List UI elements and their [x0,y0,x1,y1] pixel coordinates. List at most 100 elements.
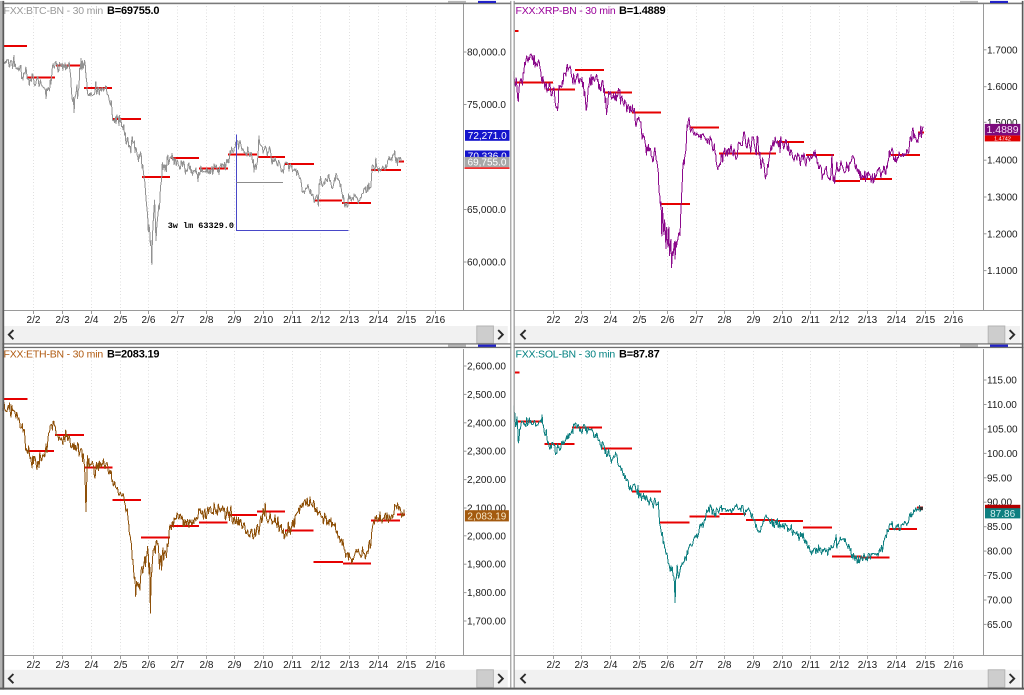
svg-text:B=1.4889: B=1.4889 [619,5,665,17]
svg-text:2/9: 2/9 [228,660,242,671]
svg-text:1.2000: 1.2000 [987,229,1018,240]
svg-text:2/15: 2/15 [397,660,417,671]
svg-text:2/6: 2/6 [142,315,156,326]
svg-text:2/6: 2/6 [661,315,675,326]
svg-text:1,900.00: 1,900.00 [467,560,506,571]
svg-text:1.4742: 1.4742 [994,136,1011,142]
svg-text:2,600.00: 2,600.00 [467,362,506,373]
svg-text:1.3000: 1.3000 [987,193,1018,204]
svg-text:2/14: 2/14 [887,660,907,671]
svg-text:2/12: 2/12 [830,660,850,671]
svg-text:65.00: 65.00 [987,620,1012,631]
svg-text:2,000.00: 2,000.00 [467,531,506,542]
svg-text:2/6: 2/6 [142,660,156,671]
svg-text:FXX:SOL-BN - 30 min: FXX:SOL-BN - 30 min [516,349,616,361]
svg-text:1.7000: 1.7000 [987,45,1018,56]
svg-text:2/9: 2/9 [228,315,242,326]
svg-text:2/8: 2/8 [200,660,214,671]
svg-text:2/16: 2/16 [426,660,446,671]
svg-text:B=87.87: B=87.87 [619,349,660,361]
svg-text:2/10: 2/10 [254,660,274,671]
svg-text:1,800.00: 1,800.00 [467,588,506,599]
svg-text:72,271.0: 72,271.0 [468,131,507,142]
svg-text:2/5: 2/5 [114,315,128,326]
svg-text:2/9: 2/9 [747,315,761,326]
svg-text:100.00: 100.00 [987,449,1018,460]
svg-text:2/11: 2/11 [283,315,302,326]
svg-text:2/12: 2/12 [311,315,331,326]
svg-text:2/5: 2/5 [633,660,647,671]
svg-text:2/13: 2/13 [858,315,878,326]
svg-text:2/8: 2/8 [200,315,214,326]
svg-text:FXX:XRP-BN - 30 min: FXX:XRP-BN - 30 min [516,5,616,17]
svg-text:B=69755.0: B=69755.0 [107,5,159,17]
svg-text:2,500.00: 2,500.00 [467,390,506,401]
svg-text:2/4: 2/4 [85,660,99,671]
svg-text:105.00: 105.00 [987,425,1018,436]
svg-text:2/5: 2/5 [633,315,647,326]
svg-text:1.4000: 1.4000 [987,156,1018,167]
svg-text:2/13: 2/13 [858,660,878,671]
svg-text:2/16: 2/16 [944,315,964,326]
svg-text:2/8: 2/8 [718,315,732,326]
svg-text:2/14: 2/14 [369,315,389,326]
svg-text:1.5000: 1.5000 [987,118,1018,129]
svg-text:69,755.0: 69,755.0 [468,157,507,168]
svg-text:2/12: 2/12 [311,660,331,671]
svg-text:2/11: 2/11 [283,660,302,671]
svg-text:FXX:BTC-BN - 30 min: FXX:BTC-BN - 30 min [4,5,104,17]
svg-text:2,083.19: 2,083.19 [467,511,506,522]
svg-text:2/11: 2/11 [801,660,820,671]
svg-text:1.1000: 1.1000 [987,266,1018,277]
svg-text:2/6: 2/6 [661,660,675,671]
svg-text:2/9: 2/9 [747,660,761,671]
svg-text:2/15: 2/15 [397,315,417,326]
svg-text:3w lm 63329.0: 3w lm 63329.0 [168,221,234,231]
svg-text:1.4889: 1.4889 [986,124,1018,136]
svg-text:2,400.00: 2,400.00 [467,418,506,429]
svg-text:1,700.00: 1,700.00 [467,617,506,628]
svg-text:2,100.00: 2,100.00 [467,504,506,515]
svg-text:FXX:ETH-BN - 30 min: FXX:ETH-BN - 30 min [4,349,104,361]
svg-text:B=2083.19: B=2083.19 [107,349,159,361]
svg-text:2/5: 2/5 [114,660,128,671]
svg-text:2/7: 2/7 [690,315,704,326]
svg-text:2/3: 2/3 [575,315,589,326]
svg-text:2/2: 2/2 [547,660,561,671]
svg-text:2/4: 2/4 [85,315,99,326]
svg-text:110.00: 110.00 [987,400,1017,411]
svg-text:2/2: 2/2 [547,315,561,326]
svg-text:2/8: 2/8 [718,660,732,671]
svg-text:115.00: 115.00 [987,376,1017,387]
svg-text:95.00: 95.00 [987,473,1012,484]
svg-text:2/11: 2/11 [801,315,820,326]
svg-text:2/3: 2/3 [56,315,70,326]
svg-text:2/7: 2/7 [171,660,185,671]
svg-text:87.86: 87.86 [990,509,1015,520]
svg-text:2,200.00: 2,200.00 [467,475,506,486]
svg-text:75,000.0: 75,000.0 [467,100,506,111]
svg-text:90.00: 90.00 [987,498,1012,509]
svg-text:2/7: 2/7 [690,660,704,671]
svg-text:2/10: 2/10 [773,315,793,326]
svg-text:2,300.00: 2,300.00 [467,447,506,458]
svg-text:2/2: 2/2 [27,660,41,671]
svg-text:2/12: 2/12 [830,315,850,326]
svg-text:2/16: 2/16 [944,660,964,671]
svg-text:2/10: 2/10 [254,315,274,326]
svg-text:2/3: 2/3 [575,660,589,671]
svg-text:2/4: 2/4 [604,660,618,671]
svg-text:2/15: 2/15 [916,315,936,326]
svg-text:2/3: 2/3 [56,660,70,671]
svg-text:80,000.0: 80,000.0 [467,48,506,59]
svg-text:2/13: 2/13 [340,315,360,326]
svg-text:70.00: 70.00 [987,596,1012,607]
svg-text:2/16: 2/16 [426,315,446,326]
svg-text:2/10: 2/10 [773,660,793,671]
svg-text:85.00: 85.00 [987,522,1012,533]
svg-text:2/14: 2/14 [887,315,907,326]
svg-text:80.00: 80.00 [987,547,1012,558]
svg-text:1.6000: 1.6000 [987,82,1018,93]
svg-text:2/14: 2/14 [369,660,389,671]
svg-text:2/4: 2/4 [604,315,618,326]
